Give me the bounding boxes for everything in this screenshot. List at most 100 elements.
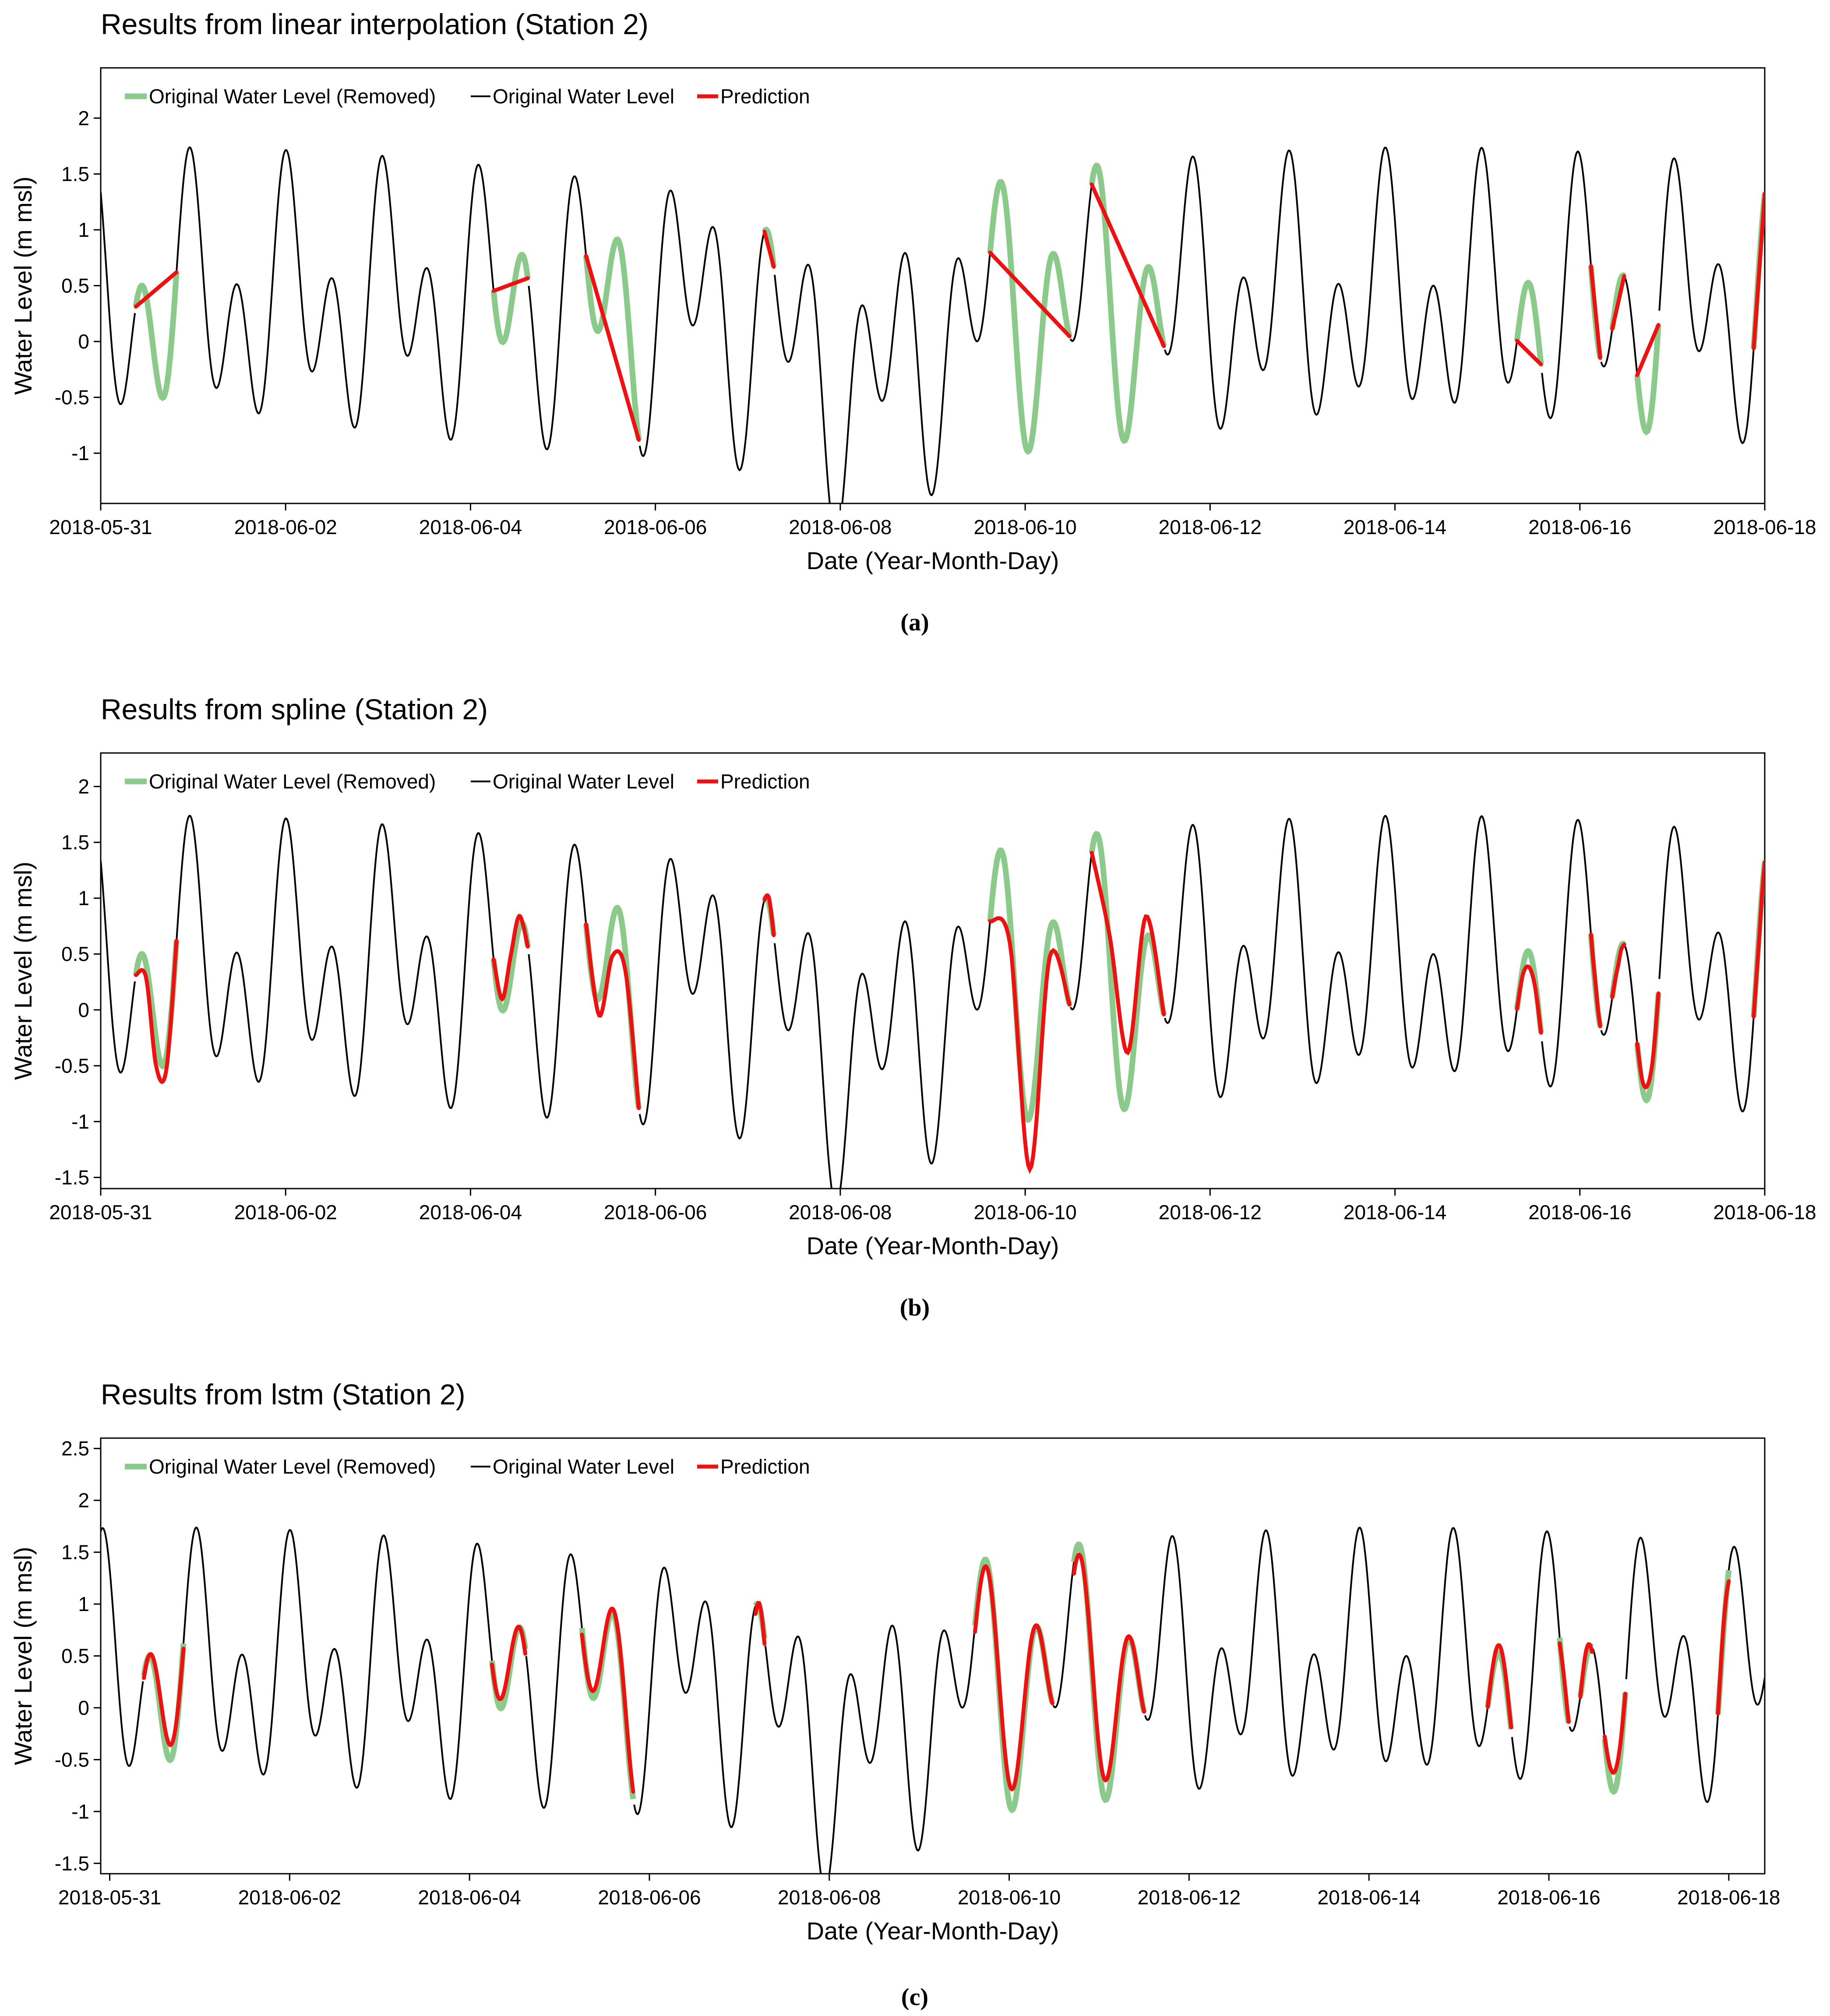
prediction-segment <box>584 253 641 442</box>
prediction-segment <box>1578 1642 1594 1699</box>
legend-label-original: Original Water Level <box>493 1455 674 1478</box>
legend-label-original: Original Water Level <box>493 85 674 108</box>
y-tick-label: -1.5 <box>55 1166 89 1189</box>
original-line <box>101 816 1765 1205</box>
y-tick-label: 0.5 <box>61 274 89 297</box>
prediction-segment <box>1635 323 1661 377</box>
prediction-segment <box>1589 932 1602 1028</box>
panel-lstm: Results from lstm (Station 2) (c) -1.5 -1… <box>9 1378 1780 2011</box>
x-tick-label: 2018-06-02 <box>234 516 337 538</box>
prediction-segment <box>491 276 530 293</box>
x-tick-label: 2018-06-14 <box>1343 1201 1446 1224</box>
y-tick-label: 0.5 <box>61 1645 89 1668</box>
panel-linear-interpolation: Results from linear interpolation (Stati… <box>9 8 1816 636</box>
removed-segment <box>972 1557 1055 1813</box>
y-tick-label: 1 <box>78 218 89 241</box>
x-tick-label: 2018-06-16 <box>1528 1201 1631 1224</box>
panel-title: Results from lstm (Station 2) <box>101 1378 465 1411</box>
removed-segment <box>1089 830 1167 1113</box>
y-tick-label: 1.5 <box>61 831 89 854</box>
legend-label-prediction: Prediction <box>720 85 810 108</box>
x-tick-label: 2018-06-14 <box>1318 1886 1421 1909</box>
panel-spline: Results from spline (Station 2) (b) -1.5… <box>9 693 1816 1321</box>
prediction-segment <box>134 939 179 1084</box>
x-tick-label: 2018-06-16 <box>1497 1886 1600 1909</box>
plot-frame <box>100 752 1766 1189</box>
plot-frame <box>100 67 1766 504</box>
y-tick-label: 2 <box>78 1489 89 1512</box>
x-tick-label: 2018-06-10 <box>958 1886 1061 1909</box>
prediction-segment <box>762 893 776 937</box>
prediction-segment <box>1589 264 1602 360</box>
prediction-segment <box>1485 1643 1513 1730</box>
x-tick-label: 2018-06-02 <box>234 1201 337 1224</box>
x-tick-label: 2018-06-08 <box>778 1886 881 1909</box>
x-axis-label: Date (Year-Month-Day) <box>807 1232 1059 1260</box>
prediction-segment <box>1515 964 1543 1035</box>
legend: Original Water Level (Removed) Original W… <box>125 1455 810 1478</box>
plot-frame <box>100 1437 1766 1875</box>
x-tick-label: 2018-06-04 <box>419 516 522 538</box>
removed-segment <box>987 179 1072 455</box>
y-tick-label: 1.5 <box>61 162 89 185</box>
x-tick-label: 2018-06-06 <box>598 1886 701 1909</box>
original-line <box>101 148 1765 537</box>
y-axis-label: Water Level (m msl) <box>9 1547 37 1765</box>
prediction-segment <box>1602 1692 1628 1775</box>
y-tick-label: -1.5 <box>55 1852 89 1875</box>
y-tick-label: -1 <box>71 442 89 464</box>
plot-area <box>101 816 1765 1205</box>
y-axis-label: Water Level (m msl) <box>9 862 37 1080</box>
prediction-segment <box>1558 1641 1571 1724</box>
panel-title: Results from linear interpolation (Stati… <box>101 8 649 40</box>
y-tick-label: 0 <box>78 1696 89 1719</box>
x-tick-label: 2018-05-31 <box>49 1201 152 1224</box>
removed-segment <box>1514 279 1544 365</box>
x-tick-label: 2018-06-10 <box>973 516 1076 538</box>
y-axis-label: Water Level (m msl) <box>9 176 37 395</box>
y-tick-label: 0 <box>78 330 89 353</box>
x-tick-label: 2018-06-12 <box>1159 1201 1262 1224</box>
x-tick-label: 2018-06-18 <box>1677 1886 1780 1909</box>
prediction-segment <box>1635 991 1661 1090</box>
x-tick-label: 2018-05-31 <box>49 516 152 538</box>
y-tick-label: -0.5 <box>55 386 89 409</box>
y-tick-label: -1 <box>71 1110 89 1133</box>
prediction-segment <box>1752 191 1765 351</box>
prediction-segment <box>762 229 776 269</box>
x-tick-label: 2018-06-02 <box>238 1886 341 1909</box>
prediction-segment <box>1515 338 1543 366</box>
y-tick-label: 2 <box>78 107 89 130</box>
prediction-segment <box>584 922 641 1110</box>
x-tick-label: 2018-06-08 <box>789 1201 892 1224</box>
prediction-segment <box>1752 860 1765 1019</box>
panel-caption: (b) <box>900 1294 930 1321</box>
removed-segment <box>987 847 1072 1123</box>
x-tick-label: 2018-05-31 <box>58 1886 161 1909</box>
prediction-segment <box>988 916 1072 1174</box>
y-tick-label: 1.5 <box>61 1541 89 1564</box>
y-tick-label: -1 <box>71 1800 89 1823</box>
panel-caption: (c) <box>901 1984 928 2011</box>
legend-label-removed: Original Water Level (Removed) <box>149 1455 436 1478</box>
prediction-segment <box>1716 1579 1731 1716</box>
prediction-segment <box>1072 1552 1146 1783</box>
y-tick-label: -0.5 <box>55 1054 89 1077</box>
y-tick-label: -0.5 <box>55 1748 89 1771</box>
prediction-segment <box>1090 851 1166 1055</box>
removed-segment <box>490 252 531 345</box>
y-tick-label: 2 <box>78 775 89 798</box>
plot-area <box>101 148 1765 537</box>
x-tick-label: 2018-06-18 <box>1713 516 1816 538</box>
legend-label-prediction: Prediction <box>720 1455 810 1478</box>
plot-area <box>101 1526 1765 1874</box>
prediction-segment <box>580 1607 635 1794</box>
x-axis-label: Date (Year-Month-Day) <box>807 1917 1059 1945</box>
removed-segment <box>1634 324 1661 436</box>
legend-label-removed: Original Water Level (Removed) <box>149 85 436 108</box>
x-tick-label: 2018-06-18 <box>1713 1201 1816 1224</box>
x-tick-label: 2018-06-12 <box>1159 516 1262 538</box>
x-tick-label: 2018-06-16 <box>1528 516 1631 538</box>
x-tick-label: 2018-06-14 <box>1343 516 1446 538</box>
